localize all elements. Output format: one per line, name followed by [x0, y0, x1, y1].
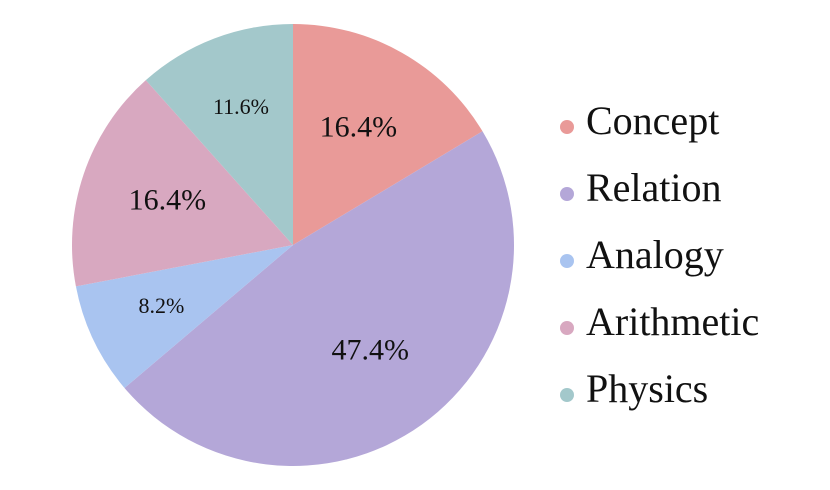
- legend-marker: [560, 254, 574, 268]
- slice-label: 16.4%: [320, 111, 398, 144]
- slice-label: 16.4%: [129, 183, 207, 216]
- legend-label: Physics: [586, 366, 708, 411]
- slice-label: 8.2%: [139, 293, 185, 318]
- legend-label: Analogy: [586, 232, 724, 277]
- legend-marker: [560, 321, 574, 335]
- legend-marker: [560, 388, 574, 402]
- legend-label: Arithmetic: [586, 299, 759, 344]
- pie-slice: [75, 245, 293, 388]
- pie-slice: [145, 24, 293, 245]
- legend-marker: [560, 187, 574, 201]
- legend-marker: [560, 120, 574, 134]
- pie-slice: [293, 24, 483, 245]
- slice-label: 11.6%: [213, 94, 269, 119]
- pie-slice: [124, 131, 514, 467]
- legend-label: Concept: [586, 98, 719, 143]
- slice-label: 47.4%: [332, 334, 410, 367]
- pie-slice: [72, 80, 293, 287]
- legend-label: Relation: [586, 165, 722, 210]
